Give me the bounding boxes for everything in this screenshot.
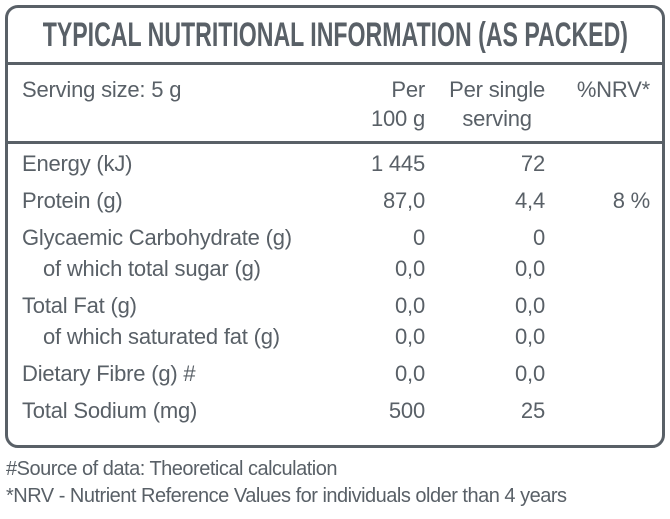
value-per-serving: 72 [520,151,545,176]
column-header-per-serving: Per single serving [425,75,545,133]
value-per-100g: 0,0 [395,361,425,386]
per-serving-line1: Per single [449,77,545,102]
value-per-serving: 25 [520,398,545,423]
footnote-source-of-data: #Source of data: Theoretical calculation [6,458,337,480]
table-row: Protein (g) 87,0 4,4 8 % [8,188,662,214]
row-label: Glycaemic Carbohydrate (g) [22,225,292,250]
row-label: Energy (kJ) [22,151,133,176]
table-title-row: TYPICAL NUTRITIONAL INFORMATION (AS PACK… [8,8,662,65]
column-header-nrv: %NRV* [576,77,650,102]
table-row: Dietary Fibre (g) # 0,0 0,0 [8,361,662,387]
table-row-sub: of which total sugar (g) 0,0 0,0 [8,256,662,282]
serving-size-label: Serving size: 5 g [22,77,182,102]
table-row: Energy (kJ) 1 445 72 [8,151,662,177]
value-per-100g: 1 445 [370,151,425,176]
column-header-per-100g: Per 100 g [330,75,425,133]
row-label: Dietary Fibre (g) # [22,361,196,386]
value-per-100g: 500 [388,398,425,423]
table-row: Total Fat (g) 0,0 0,0 [8,293,662,319]
table-row: Total Sodium (mg) 500 25 [8,398,662,424]
value-nrv: 8 % [612,188,651,213]
nutrition-facts-table: TYPICAL NUTRITIONAL INFORMATION (AS PACK… [5,5,665,448]
value-per-serving: 4,4 [515,188,545,213]
per-100g-line2: 100 g [370,106,425,131]
footnotes: #Source of data: Theoretical calculation… [0,448,670,510]
row-label: of which total sugar (g) [43,256,261,281]
row-label: Protein (g) [22,188,123,213]
value-per-serving: 0,0 [515,324,545,349]
table-row-sub: of which saturated fat (g) 0,0 0,0 [8,324,662,350]
value-per-serving: 0,0 [515,293,545,318]
value-per-100g: 0,0 [395,324,425,349]
table-body: Energy (kJ) 1 445 72 Protein (g) 87,0 4,… [8,144,662,442]
per-serving-line2: serving [462,106,532,131]
value-per-serving: 0 [532,225,545,250]
value-per-serving: 0,0 [515,361,545,386]
value-per-100g: 0 [412,225,425,250]
value-per-100g: 0,0 [395,293,425,318]
footnote-nrv-definition: *NRV - Nutrient Reference Values for ind… [6,485,567,507]
value-per-serving: 0,0 [515,256,545,281]
value-per-100g: 0,0 [395,256,425,281]
per-100g-line1: Per [391,77,425,102]
column-header-row: Serving size: 5 g Per 100 g Per single se… [8,65,662,144]
table-row: Glycaemic Carbohydrate (g) 0 0 [8,225,662,251]
row-label: Total Sodium (mg) [22,398,198,423]
row-label: of which saturated fat (g) [43,324,280,349]
table-title: TYPICAL NUTRITIONAL INFORMATION (AS PACK… [42,15,628,54]
value-per-100g: 87,0 [382,188,425,213]
row-label: Total Fat (g) [22,293,137,318]
